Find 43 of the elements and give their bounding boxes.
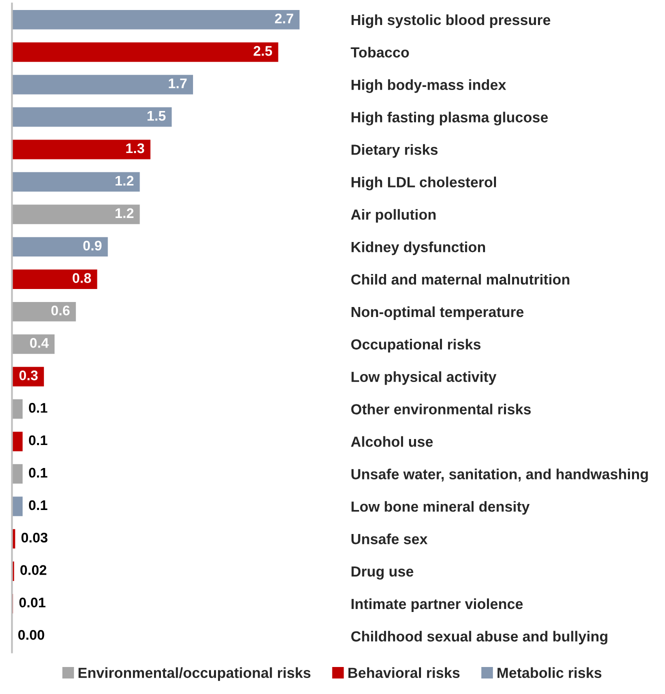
y-tick-label: Other environmental risks [351,404,531,414]
data-label: 1.2 [116,176,134,186]
data-label: 1.2 [116,208,134,218]
y-tick-label: Low physical activity [352,371,496,385]
data-label: 0.1 [28,468,48,478]
y-tick-label: Alcohol use [350,436,433,447]
data-label: 0.01 [19,598,46,608]
data-label: 0.02 [20,565,46,575]
y-tick-label: High fasting plasma glucose [352,112,548,126]
data-label: 1.7 [168,78,187,88]
y-tick-label: Childhood sexual abuse and bullying [351,630,608,645]
data-label: 0.4 [30,338,49,348]
y-tick-label: Occupational risks [351,338,481,352]
legend-label: Environmental/occupational risks [78,667,310,681]
y-tick-label: High systolic blood pressure [352,14,550,28]
y-tick-label: High body-mass index [352,79,506,93]
y-tick-label: Unsafe sex [351,534,428,544]
data-label: 1.5 [148,111,166,121]
legend-label: Behavioral risks [348,667,460,678]
y-tick-label: Tobacco [350,46,409,58]
y-tick-label: Low bone mineral density [352,501,530,515]
data-label: 0.8 [72,273,91,283]
y-tick-label: Kidney dysfunction [352,242,486,256]
y-tick-label: Intimate partner violence [352,598,523,612]
data-label: 2.5 [254,46,272,56]
data-label: 0.1 [28,402,48,413]
y-tick-label: Child and maternal malnutrition [351,274,570,285]
y-tick-label: Air pollution [350,209,436,223]
legend-label: Metabolic risks [498,667,602,678]
data-label: 1.3 [126,143,144,154]
y-tick-label: Unsafe water, sanitation, and handwashing [351,468,648,482]
y-tick-label: Drug use [352,566,414,580]
data-label: 0.6 [51,306,70,316]
data-label: 0.1 [28,435,48,446]
y-tick-label: High LDL cholesterol [352,176,496,190]
data-label: 0.3 [19,370,38,380]
data-label: 2.7 [274,14,294,24]
y-tick-label: Non-optimal temperature [352,306,524,320]
data-label: 0.03 [21,532,48,543]
data-label: 0.00 [18,630,44,640]
data-label: 0.9 [83,240,102,251]
data-label: 0.1 [28,500,48,510]
y-tick-label: Dietary risks [352,144,438,158]
